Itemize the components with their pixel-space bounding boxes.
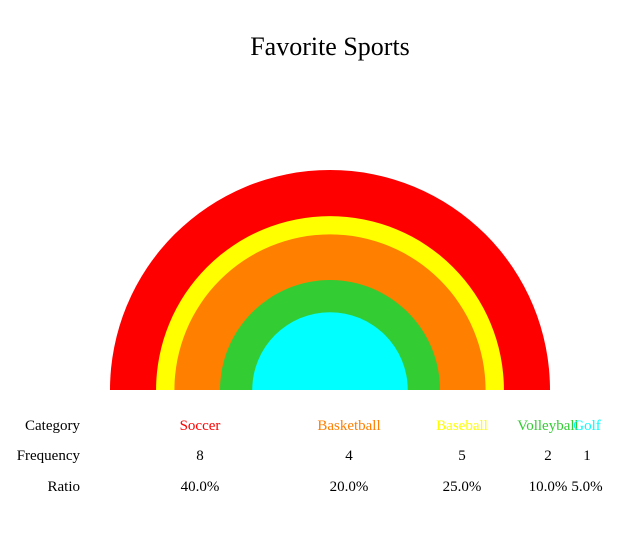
data-table: Category Frequency Ratio Soccer 8 40.0% Bas… xyxy=(17,418,603,495)
category-label-baseball: Baseball xyxy=(436,418,488,434)
ratio-value-volleyball: 10.0% xyxy=(529,479,568,495)
category-label-golf: Golf xyxy=(573,418,601,434)
frequency-value-baseball: 5 xyxy=(458,448,466,464)
ratio-value-baseball: 25.0% xyxy=(443,479,482,495)
frequency-value-soccer: 8 xyxy=(196,448,204,464)
row-label-category: Category xyxy=(25,418,80,434)
ring-golf xyxy=(252,312,408,390)
chart-title: Favorite Sports xyxy=(250,32,410,61)
category-label-volleyball: Volleyball xyxy=(517,418,578,434)
ratio-value-basketball: 20.0% xyxy=(330,479,369,495)
rings xyxy=(110,170,550,390)
frequency-value-volleyball: 2 xyxy=(544,448,552,464)
ratio-value-soccer: 40.0% xyxy=(181,479,220,495)
frequency-value-basketball: 4 xyxy=(345,448,353,464)
category-label-basketball: Basketball xyxy=(317,418,380,434)
row-label-frequency: Frequency xyxy=(17,448,81,464)
category-label-soccer: Soccer xyxy=(180,418,221,434)
row-label-ratio: Ratio xyxy=(48,479,81,495)
frequency-value-golf: 1 xyxy=(583,448,591,464)
ratio-value-golf: 5.0% xyxy=(571,479,602,495)
